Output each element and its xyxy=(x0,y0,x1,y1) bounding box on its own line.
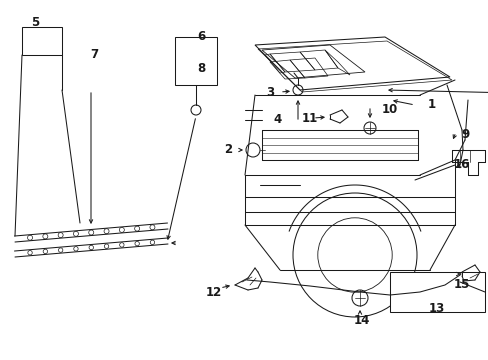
Text: 14: 14 xyxy=(353,314,369,327)
Text: 7: 7 xyxy=(90,49,98,62)
Text: 5: 5 xyxy=(31,15,39,28)
Text: 15: 15 xyxy=(453,279,469,292)
Bar xyxy=(175,37,217,85)
Text: 12: 12 xyxy=(205,285,222,298)
Text: 10: 10 xyxy=(381,104,397,117)
Text: 13: 13 xyxy=(428,301,444,315)
Text: 1: 1 xyxy=(427,99,435,112)
Text: 16: 16 xyxy=(453,158,469,171)
Bar xyxy=(22,27,62,55)
Text: 2: 2 xyxy=(224,144,232,157)
Text: 9: 9 xyxy=(460,129,468,141)
Text: 6: 6 xyxy=(197,30,204,42)
Text: 11: 11 xyxy=(301,112,318,126)
Text: 3: 3 xyxy=(265,85,273,99)
Text: 4: 4 xyxy=(273,113,282,126)
Text: 8: 8 xyxy=(197,63,204,76)
Bar xyxy=(389,272,484,312)
